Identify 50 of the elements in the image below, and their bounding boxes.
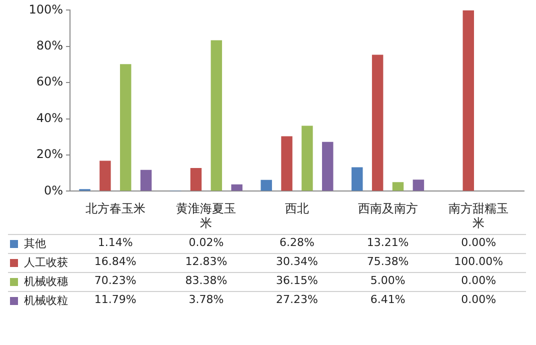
y-tick-label: 100%	[28, 2, 63, 16]
bar	[210, 40, 222, 191]
y-tick-label: 0%	[44, 183, 63, 198]
bar	[231, 184, 242, 191]
bar	[392, 182, 404, 191]
bar	[412, 180, 424, 191]
data-label: 11.79%	[94, 293, 136, 306]
x-tick-label: 北方春玉米	[85, 202, 146, 216]
bar	[322, 142, 334, 191]
bar	[372, 54, 384, 191]
data-label: 13.21%	[366, 236, 409, 249]
y-tick-label: 60%	[36, 74, 63, 89]
bar	[100, 160, 111, 191]
data-label: 27.23%	[276, 293, 318, 306]
bar	[302, 126, 313, 191]
x-tick-label: 西北	[285, 202, 309, 216]
legend-label: 人工收获	[24, 255, 68, 270]
x-tick-label: 黄淮海夏玉米	[176, 202, 236, 230]
data-label: 0.00%	[461, 274, 496, 287]
bar	[462, 10, 474, 191]
data-label: 70.23%	[94, 274, 136, 287]
bar	[281, 136, 292, 191]
y-tick-label: 80%	[36, 38, 63, 53]
data-label: 0.00%	[461, 236, 496, 249]
data-label: 6.41%	[370, 293, 406, 306]
legend-label: 机械收穗	[24, 274, 68, 289]
data-label: 30.34%	[276, 255, 318, 268]
data-label: 100.00%	[454, 255, 504, 268]
data-label: 16.84%	[94, 255, 136, 268]
data-label: 0.00%	[461, 293, 496, 306]
x-tick-label: 南方甜糯玉米	[448, 202, 509, 230]
legend-label: 其他	[24, 236, 46, 251]
bar	[190, 168, 202, 191]
data-label: 36.15%	[276, 274, 318, 287]
bar	[120, 64, 132, 191]
bar	[140, 170, 152, 191]
data-label: 12.83%	[185, 255, 228, 268]
data-label: 5.00%	[370, 274, 406, 287]
data-label: 6.28%	[280, 236, 314, 249]
y-tick-label: 20%	[36, 147, 63, 162]
y-tick-label: 40%	[36, 110, 63, 125]
data-label: 0.02%	[188, 236, 224, 249]
data-label: 83.38%	[185, 274, 228, 287]
x-tick-label: 西南及南方	[358, 202, 418, 216]
legend-label: 机械收粒	[24, 293, 68, 308]
bar	[352, 167, 363, 191]
bar	[260, 180, 272, 191]
data-label: 1.14%	[98, 236, 133, 249]
data-label: 75.38%	[366, 255, 409, 268]
data-label: 3.78%	[188, 293, 224, 306]
